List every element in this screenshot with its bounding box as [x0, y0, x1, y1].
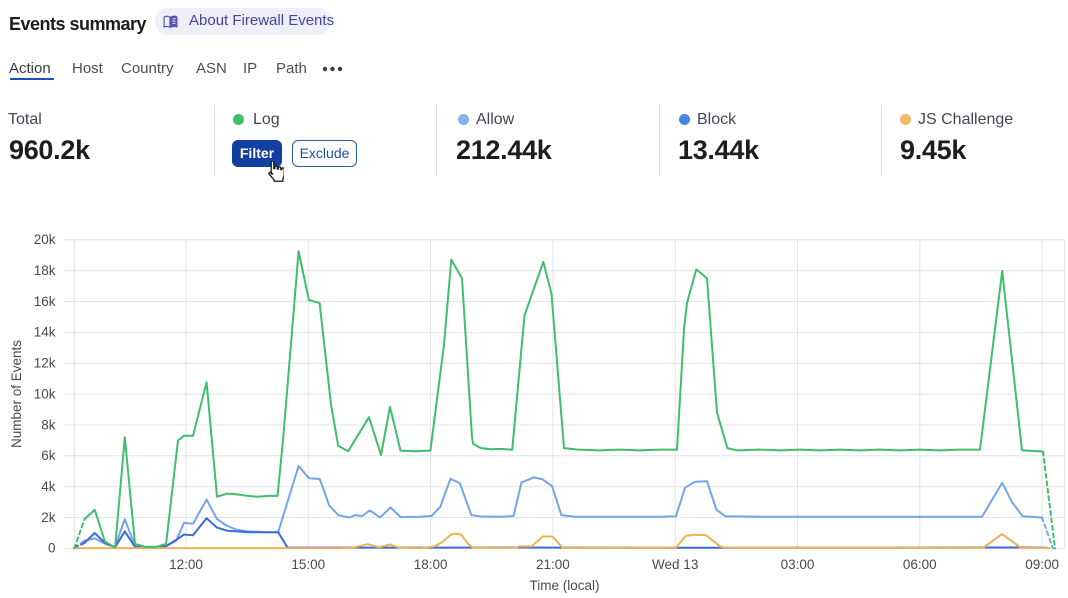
svg-text:8k: 8k: [41, 417, 56, 432]
svg-text:2k: 2k: [41, 510, 56, 525]
svg-text:Time (local): Time (local): [529, 578, 599, 593]
svg-text:20k: 20k: [34, 232, 56, 247]
svg-text:10k: 10k: [34, 386, 56, 401]
svg-text:Number of Events: Number of Events: [9, 340, 24, 448]
svg-text:21:00: 21:00: [536, 557, 570, 572]
svg-text:14k: 14k: [34, 325, 56, 340]
svg-text:12:00: 12:00: [169, 557, 203, 572]
svg-text:06:00: 06:00: [903, 557, 937, 572]
svg-text:03:00: 03:00: [781, 557, 815, 572]
svg-text:09:00: 09:00: [1025, 557, 1059, 572]
svg-text:4k: 4k: [41, 479, 56, 494]
svg-text:6k: 6k: [41, 448, 56, 463]
svg-text:0: 0: [48, 541, 56, 556]
svg-text:18k: 18k: [34, 263, 56, 278]
svg-text:15:00: 15:00: [291, 557, 325, 572]
svg-text:12k: 12k: [34, 356, 56, 371]
svg-text:Wed 13: Wed 13: [652, 557, 698, 572]
svg-text:16k: 16k: [34, 294, 56, 309]
svg-text:18:00: 18:00: [414, 557, 448, 572]
